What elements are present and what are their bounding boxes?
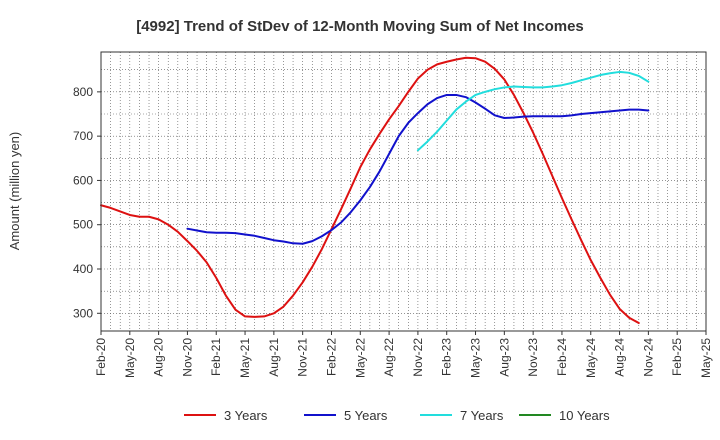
- y-axis-label: Amount (million yen): [7, 132, 22, 251]
- series-line-5-years: [186, 93, 650, 245]
- x-tick-label: Nov-20: [180, 338, 194, 377]
- x-tick-label: May-22: [353, 338, 367, 378]
- x-tick-label: Nov-23: [526, 338, 540, 377]
- series-line-7-years: [416, 70, 650, 152]
- legend-label-3-years: 3 Years: [224, 408, 268, 423]
- x-tick-label: Feb-24: [555, 338, 569, 376]
- x-tick-label: Aug-21: [267, 338, 281, 377]
- y-tick-label: 700: [73, 129, 93, 143]
- x-tick-label: May-24: [584, 338, 598, 378]
- legend: 3 Years 5 Years 7 Years 10 Years: [184, 408, 610, 423]
- chart-title: [4992] Trend of StDev of 12-Month Moving…: [136, 18, 584, 35]
- x-tick-label: Nov-21: [296, 338, 310, 377]
- legend-label-5-years: 5 Years: [344, 408, 388, 423]
- x-tick-label: Aug-20: [152, 338, 166, 377]
- x-tick-label: May-25: [699, 338, 713, 378]
- y-tick-label: 500: [73, 218, 93, 232]
- x-axis-ticks: Feb-20 May-20 Aug-20 Nov-20 Feb-21 May-21 Aug-…: [94, 331, 713, 378]
- y-axis-ticks: 300 400 500 600 700 800: [73, 85, 101, 320]
- x-tick-label: May-20: [123, 338, 137, 378]
- plot-area: [100, 51, 707, 332]
- x-tick-label: Aug-23: [497, 338, 511, 377]
- y-tick-label: 800: [73, 85, 93, 99]
- x-tick-label: May-21: [238, 338, 252, 378]
- x-tick-label: Nov-24: [641, 338, 655, 377]
- legend-label-10-years: 10 Years: [559, 408, 610, 423]
- y-tick-label: 600: [73, 173, 93, 187]
- x-tick-label: Feb-23: [440, 338, 454, 376]
- series-line-3-years: [100, 56, 640, 325]
- y-tick-label: 300: [73, 306, 93, 320]
- x-tick-label: Feb-22: [324, 338, 338, 376]
- x-tick-label: Aug-24: [613, 338, 627, 377]
- y-tick-label: 400: [73, 262, 93, 276]
- series-layer: [100, 56, 650, 325]
- x-tick-label: Aug-22: [382, 338, 396, 377]
- x-tick-label: Feb-20: [94, 338, 108, 376]
- x-tick-label: May-23: [469, 338, 483, 378]
- legend-label-7-years: 7 Years: [460, 408, 504, 423]
- x-tick-label: Feb-25: [670, 338, 684, 376]
- grid: [101, 52, 706, 331]
- x-tick-label: Nov-22: [411, 338, 425, 377]
- x-tick-label: Feb-21: [209, 338, 223, 376]
